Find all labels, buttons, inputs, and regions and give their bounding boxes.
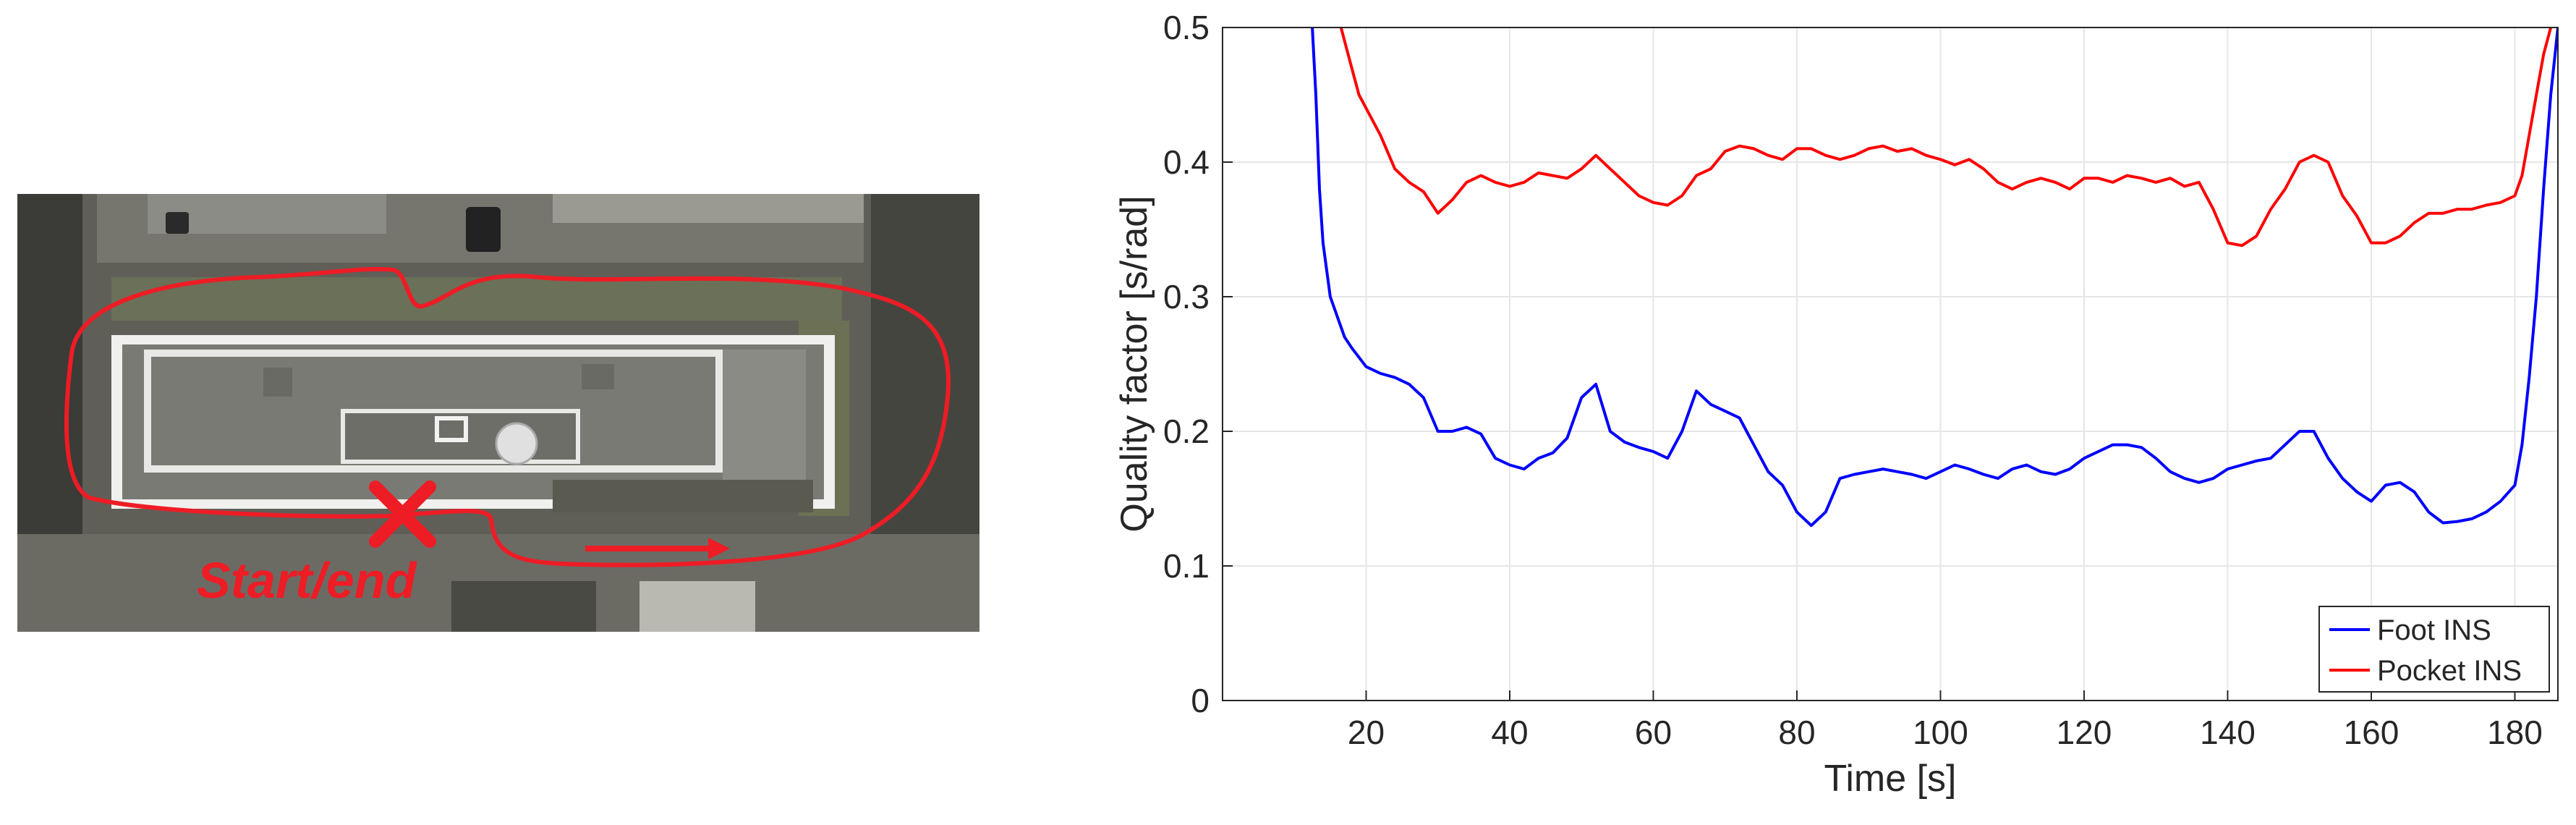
- legend-label: Foot INS: [2377, 614, 2491, 646]
- series-layer: [1311, 28, 2558, 528]
- map-bottom-building: [451, 581, 596, 632]
- x-tick-label: 40: [1491, 714, 1528, 751]
- x-tick-label: 20: [1348, 714, 1385, 751]
- map-car: [166, 212, 189, 234]
- plot-frame: [1222, 27, 2559, 701]
- x-axis-label: Time [s]: [1824, 758, 1957, 800]
- map-car: [466, 207, 501, 252]
- aerial-map: Start/end: [17, 194, 979, 632]
- y-tick-label: 0.2: [1163, 412, 1210, 450]
- series-line-foot-ins: [1311, 28, 2558, 528]
- x-tick-label: 60: [1635, 714, 1672, 751]
- legend: Foot INS Pocket INS: [2318, 606, 2550, 693]
- building-inner-wall: [144, 350, 723, 473]
- chart-svg: 20 40 60 80 100 120 140 160 18000.10.20.30.40.5 …: [1113, 9, 2559, 800]
- roof-dome: [495, 422, 538, 465]
- y-tick-label: 0.4: [1163, 143, 1210, 181]
- tick-layer: 20 40 60 80 100 120 140 160 180 0 0.1 0.2 0.3 0.4 0.5: [1163, 9, 2543, 751]
- map-vegetation: [111, 277, 842, 321]
- y-axis-label: Quality factor [s/rad]: [1113, 195, 1155, 532]
- x-tick-label: 120: [2057, 714, 2112, 751]
- map-bottom-roof: [639, 581, 755, 632]
- x-tick-label: 80: [1778, 714, 1815, 751]
- roof-unit: [263, 368, 292, 397]
- y-tick-label: 0.5: [1163, 9, 1210, 46]
- start-marker-x-icon: [369, 481, 436, 548]
- roof-skylight: [435, 416, 468, 442]
- y-tick-label: 0.3: [1163, 278, 1210, 316]
- direction-arrow-head: [708, 538, 730, 559]
- aerial-map-image: Start/end: [17, 194, 979, 632]
- grid: [1223, 27, 2558, 701]
- map-top-lot: [553, 194, 864, 223]
- x-tick-label: 180: [2487, 714, 2543, 751]
- x-tick-label: 140: [2200, 714, 2256, 751]
- legend-label: Pocket INS: [2377, 655, 2522, 687]
- walking-route: [64, 266, 951, 567]
- building-garden: [553, 480, 813, 512]
- roof-unit: [582, 364, 614, 389]
- y-tick-label: 0.1: [1163, 547, 1210, 585]
- x-tick-label: 100: [1913, 714, 1968, 751]
- start-end-label: Start/end: [197, 552, 417, 609]
- y-tick-label: 0: [1191, 682, 1210, 719]
- legend-box: [2318, 606, 2550, 693]
- x-tick-label: 160: [2344, 714, 2399, 751]
- building-annex: [723, 350, 806, 494]
- series-line-pocket-ins: [1339, 28, 2553, 248]
- quality-factor-chart: 20 40 60 80 100 120 140 160 180 0 0.1 0.2 0.3 0.4 0.5 …: [1100, 0, 2576, 821]
